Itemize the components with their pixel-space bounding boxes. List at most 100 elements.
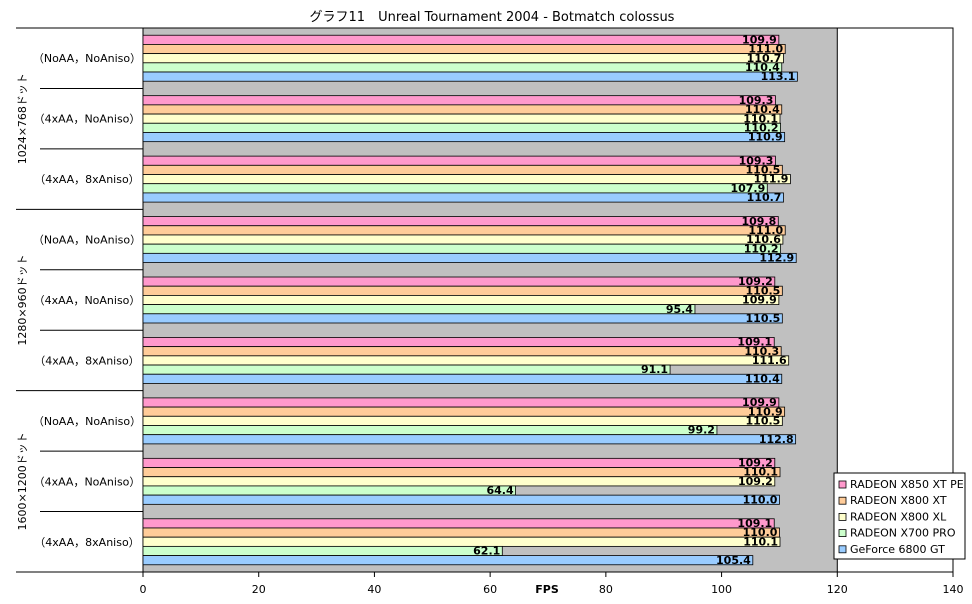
bar bbox=[142, 225, 786, 236]
bar bbox=[142, 132, 786, 143]
bar bbox=[142, 285, 783, 296]
legend-swatch bbox=[838, 529, 847, 537]
data-label: 109.3 bbox=[739, 94, 774, 107]
data-label: 109.1 bbox=[737, 336, 772, 349]
data-label: 111.6 bbox=[752, 354, 787, 367]
legend-label: RADEON X850 XT PE bbox=[850, 478, 964, 491]
bar bbox=[142, 485, 517, 496]
data-label: 110.2 bbox=[744, 121, 779, 134]
y-axis: （NoAA，NoAniso） （4xAA，NoAniso） （4xAA，8xAnis… bbox=[16, 27, 143, 573]
legend-label: RADEON X800 XL bbox=[850, 510, 947, 523]
bar bbox=[142, 164, 783, 175]
bar bbox=[142, 53, 784, 64]
bar bbox=[142, 467, 781, 478]
data-label: 112.8 bbox=[759, 433, 794, 446]
chart-title: グラフ11 Unreal Tournament 2004 - Botmatch … bbox=[310, 10, 675, 25]
x-tick-label: 20 bbox=[252, 583, 266, 596]
bar bbox=[142, 71, 798, 82]
bar bbox=[142, 355, 790, 366]
bar bbox=[142, 476, 776, 487]
bar bbox=[142, 234, 784, 245]
bar bbox=[142, 243, 781, 254]
bar bbox=[142, 276, 776, 287]
x-tick-label: 40 bbox=[367, 583, 381, 596]
data-labels: 109.9111.0110.7110.4113.1109.3110.4110.1… bbox=[473, 33, 795, 566]
data-label: 109.2 bbox=[738, 275, 773, 288]
bar bbox=[142, 434, 797, 445]
bar bbox=[142, 545, 503, 556]
legend-label: RADEON X800 XT bbox=[850, 494, 947, 507]
data-label: 110.4 bbox=[745, 61, 780, 74]
config-label: （4xAA，NoAniso） bbox=[34, 475, 141, 488]
data-label: 111.9 bbox=[754, 173, 789, 186]
x-axis: 0 20 40 60 80 100 120 140 bbox=[140, 572, 964, 596]
bar bbox=[142, 536, 781, 547]
data-label: 107.9 bbox=[730, 182, 765, 195]
data-label: 110.5 bbox=[746, 414, 781, 427]
data-label: 99.2 bbox=[688, 424, 715, 437]
config-label: （NoAA，NoAniso） bbox=[33, 415, 141, 428]
data-label: 105.4 bbox=[716, 554, 751, 567]
bar bbox=[142, 518, 775, 529]
bar bbox=[142, 44, 786, 55]
x-tick-label: 140 bbox=[943, 583, 964, 596]
config-label: （4xAA，NoAniso） bbox=[34, 113, 141, 126]
bar bbox=[142, 364, 671, 375]
data-label: 110.2 bbox=[744, 242, 779, 255]
data-label: 110.1 bbox=[743, 466, 778, 479]
bar bbox=[142, 252, 797, 263]
data-label: 110.5 bbox=[746, 284, 781, 297]
data-label: 110.5 bbox=[746, 312, 781, 325]
x-tick-label: 120 bbox=[827, 583, 848, 596]
legend-swatch bbox=[838, 480, 847, 489]
resolution-label: 1600×1200ドット bbox=[16, 432, 29, 530]
bar bbox=[142, 457, 776, 468]
data-label: 62.1 bbox=[473, 545, 500, 558]
legend-swatch bbox=[838, 496, 847, 505]
bar bbox=[142, 192, 784, 203]
legend-swatch bbox=[838, 545, 847, 554]
bar bbox=[142, 174, 791, 185]
bar bbox=[142, 62, 783, 73]
bar bbox=[142, 155, 776, 166]
bar bbox=[142, 183, 768, 194]
bar bbox=[142, 95, 776, 106]
data-label: 110.9 bbox=[748, 131, 783, 144]
data-label: 109.3 bbox=[739, 154, 774, 167]
config-label: （4xAA，8xAniso） bbox=[34, 354, 139, 367]
data-label: 95.4 bbox=[666, 303, 693, 316]
legend-swatch bbox=[838, 513, 847, 521]
data-label: 110.3 bbox=[744, 345, 779, 358]
data-label: 91.1 bbox=[641, 363, 668, 376]
data-label: 109.9 bbox=[742, 396, 777, 409]
config-label: （4xAA，NoAniso） bbox=[34, 294, 141, 307]
bar bbox=[142, 313, 783, 324]
bar bbox=[142, 216, 779, 227]
x-tick-label: 100 bbox=[711, 583, 732, 596]
data-label: 110.7 bbox=[747, 52, 782, 65]
data-label: 111.0 bbox=[748, 224, 783, 237]
data-label: 109.2 bbox=[738, 457, 773, 470]
bar bbox=[142, 397, 780, 408]
data-label: 110.4 bbox=[745, 372, 780, 385]
data-label: 64.4 bbox=[486, 484, 513, 497]
bars bbox=[142, 34, 798, 566]
data-label: 110.9 bbox=[748, 405, 783, 418]
bar bbox=[142, 415, 783, 426]
resolution-label: 1024×768ドット bbox=[16, 73, 29, 164]
data-label: 110.0 bbox=[743, 493, 778, 506]
data-label: 113.1 bbox=[761, 70, 796, 83]
data-label: 109.9 bbox=[742, 33, 777, 46]
x-axis-title: FPS bbox=[535, 583, 559, 596]
bar bbox=[142, 425, 718, 436]
legend: RADEON X850 XT PE RADEON X800 XT RADEON X8… bbox=[833, 472, 966, 560]
config-label: （4xAA，8xAniso） bbox=[34, 536, 139, 549]
bar bbox=[142, 113, 781, 124]
data-label: 112.9 bbox=[759, 252, 794, 265]
bar bbox=[142, 346, 782, 357]
legend-box bbox=[833, 472, 966, 560]
config-label: （4xAA，8xAniso） bbox=[34, 173, 139, 186]
x-tick-label: 0 bbox=[140, 583, 147, 596]
data-label: 110.1 bbox=[743, 112, 778, 125]
